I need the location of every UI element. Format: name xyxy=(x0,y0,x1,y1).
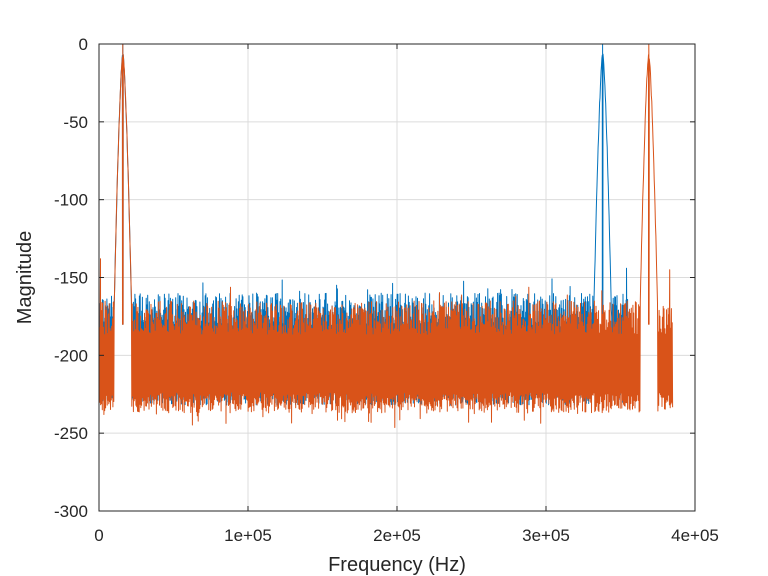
ticks: 0 1e+05 2e+05 3e+05 4e+05 0 -50 -100 -150 -200 -25… xyxy=(54,35,719,545)
x-tick-label: 4e+05 xyxy=(671,526,719,545)
y-tick-label: -50 xyxy=(63,113,88,132)
y-tick-label: 0 xyxy=(79,35,88,54)
x-tick-label: 0 xyxy=(94,526,103,545)
x-tick-label: 2e+05 xyxy=(373,526,421,545)
y-tick-label: -200 xyxy=(54,346,88,365)
y-tick-label: -250 xyxy=(54,424,88,443)
plot-area xyxy=(99,44,674,428)
y-tick-label: -150 xyxy=(54,269,88,288)
series-line-2 xyxy=(99,44,674,428)
y-tick-label: -100 xyxy=(54,191,88,210)
x-tick-label: 1e+05 xyxy=(224,526,272,545)
x-axis-label: Frequency (Hz) xyxy=(328,554,466,576)
y-tick-label: -300 xyxy=(54,502,88,521)
x-tick-label: 3e+05 xyxy=(522,526,570,545)
y-axis-label: Magnitude xyxy=(14,231,36,324)
